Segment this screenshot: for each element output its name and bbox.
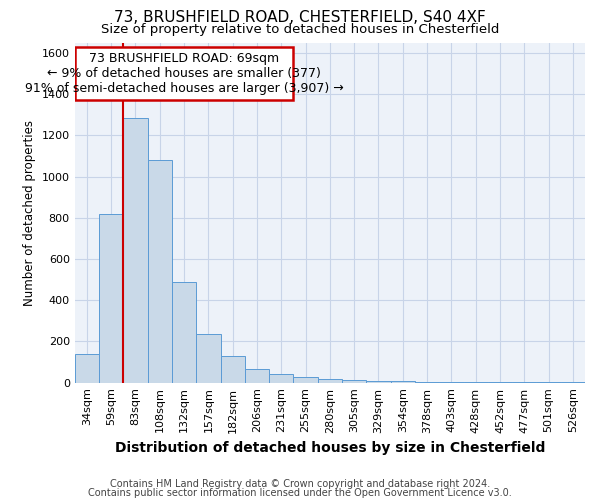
Bar: [99, 214, 124, 382]
Bar: [367, 381, 391, 382]
Bar: [75, 46, 293, 100]
Text: 73 BRUSHFIELD ROAD: 69sqm
← 9% of detached houses are smaller (377)
91% of semi-: 73 BRUSHFIELD ROAD: 69sqm ← 9% of detach…: [25, 52, 343, 95]
Bar: [148, 160, 172, 382]
Bar: [172, 282, 196, 382]
Bar: [293, 378, 318, 382]
Bar: [342, 380, 367, 382]
Bar: [318, 379, 342, 382]
Y-axis label: Number of detached properties: Number of detached properties: [23, 120, 36, 306]
Bar: [245, 368, 269, 382]
Bar: [124, 118, 148, 382]
X-axis label: Distribution of detached houses by size in Chesterfield: Distribution of detached houses by size …: [115, 441, 545, 455]
Text: Size of property relative to detached houses in Chesterfield: Size of property relative to detached ho…: [101, 22, 499, 36]
Bar: [75, 354, 99, 382]
Bar: [269, 374, 293, 382]
Bar: [221, 356, 245, 382]
Text: 73, BRUSHFIELD ROAD, CHESTERFIELD, S40 4XF: 73, BRUSHFIELD ROAD, CHESTERFIELD, S40 4…: [114, 10, 486, 25]
Text: Contains HM Land Registry data © Crown copyright and database right 2024.: Contains HM Land Registry data © Crown c…: [110, 479, 490, 489]
Text: Contains public sector information licensed under the Open Government Licence v3: Contains public sector information licen…: [88, 488, 512, 498]
Bar: [196, 334, 221, 382]
